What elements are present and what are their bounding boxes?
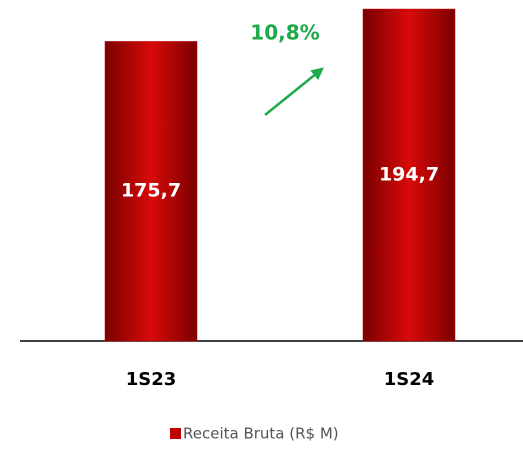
legend-swatch (170, 428, 181, 439)
bar (104, 41, 198, 342)
data-label: 194,7 (379, 164, 439, 186)
legend-label: Receita Bruta (R$ M) (183, 425, 339, 443)
growth-annotation: 10,8% (250, 21, 319, 45)
growth-arrow (264, 67, 324, 116)
bar (362, 8, 456, 342)
x-tick-label: 1S24 (384, 369, 435, 390)
x-tick-label: 1S23 (126, 369, 177, 390)
data-label: 175,7 (121, 180, 181, 202)
